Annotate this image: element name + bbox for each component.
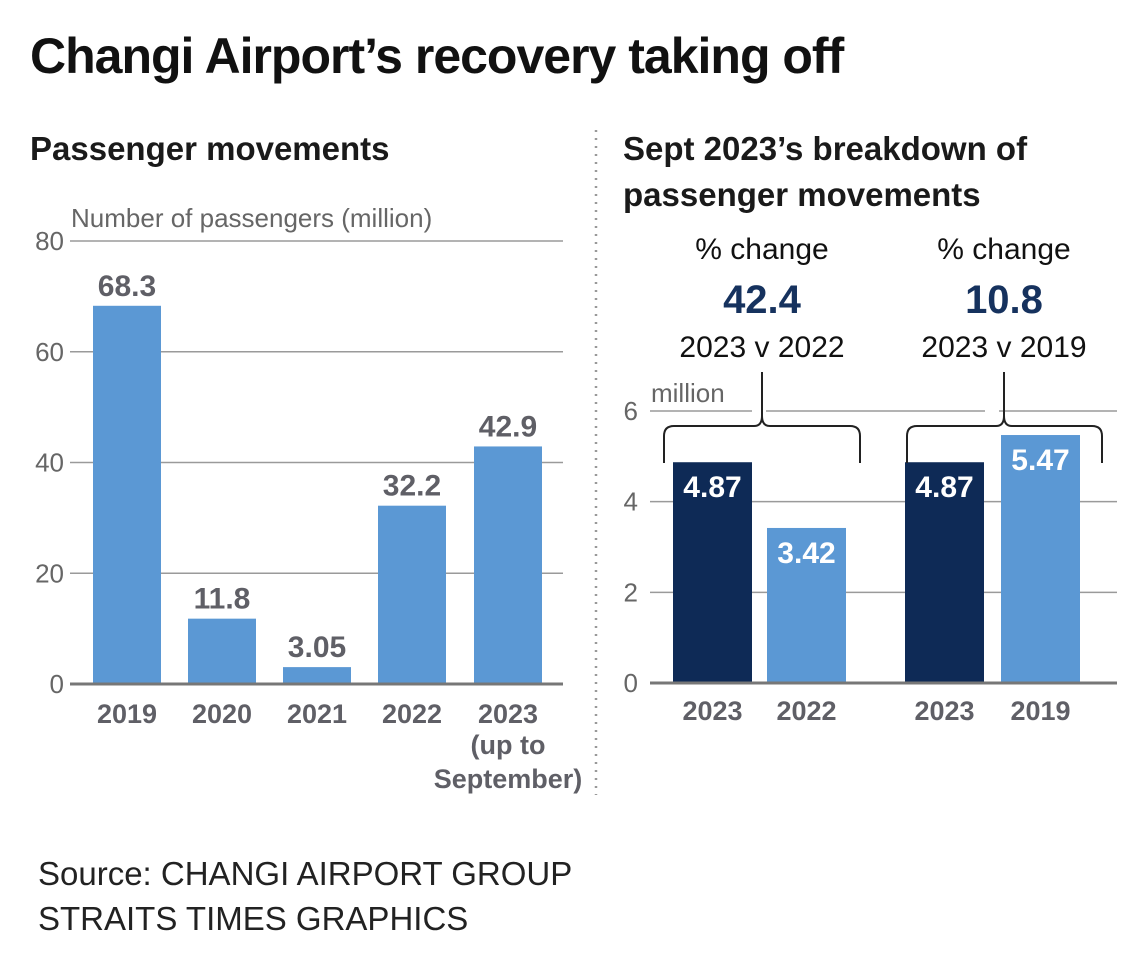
y-tick-label: 80 <box>35 226 64 256</box>
y-tick-label: 6 <box>624 396 638 426</box>
y-tick-label: 20 <box>35 558 64 588</box>
data-label-2020: 11.8 <box>194 583 251 616</box>
x-tick-label-2022: 2022 <box>776 696 836 726</box>
right-chart-title-line1: Sept 2023’s breakdown of <box>623 130 1028 167</box>
comparison-2-caption: 2023 v 2019 <box>921 331 1086 364</box>
right-chart-title-line2: passenger movements <box>623 176 981 213</box>
source-line-1: Source: CHANGI AIRPORT GROUP <box>38 855 572 892</box>
main-title: Changi Airport’s recovery taking off <box>30 28 845 84</box>
bar-2020 <box>188 618 256 683</box>
comparison-brace-2 <box>906 372 1103 463</box>
bar-2019 <box>93 305 161 683</box>
data-label-2023: 42.9 <box>479 410 537 443</box>
data-label-2022: 32.2 <box>383 470 441 503</box>
data-label: 5.47 <box>1011 444 1069 477</box>
x-note-line2: September) <box>434 764 583 794</box>
comparison-brace-1 <box>663 372 861 463</box>
y-tick-label: 0 <box>624 668 638 698</box>
left-chart-title: Passenger movements <box>30 130 390 167</box>
comparison-2-value: 10.8 <box>965 278 1043 322</box>
x-tick-label-2020: 2020 <box>192 699 252 729</box>
x-tick-label-2019: 2019 <box>1010 696 1070 726</box>
x-tick-label-2022: 2022 <box>382 699 442 729</box>
bar-2021 <box>283 667 351 683</box>
data-label: 4.87 <box>683 471 741 504</box>
comparison-2-label: % change <box>937 233 1070 266</box>
comparison-1-caption: 2023 v 2022 <box>679 331 844 364</box>
bar-2023-2 <box>905 462 984 682</box>
passenger-movements-chart: Passenger movements Number of passengers… <box>30 130 582 794</box>
bar-2023-0 <box>673 462 752 682</box>
bar-2019-3 <box>1001 435 1080 682</box>
x-tick-label-2021: 2021 <box>287 699 347 729</box>
x-tick-label-2023: 2023 <box>478 699 538 729</box>
right-y-axis-label: million <box>651 378 725 408</box>
x-tick-label-2019: 2019 <box>97 699 157 729</box>
y-tick-label: 40 <box>35 448 64 478</box>
bar-2022 <box>378 505 446 683</box>
y-tick-label: 4 <box>624 487 638 517</box>
comparison-1-label: % change <box>695 233 828 266</box>
data-label: 3.42 <box>777 537 835 570</box>
comparison-1-value: 42.4 <box>723 278 802 322</box>
x-tick-label-2023: 2023 <box>682 696 742 726</box>
data-label-2021: 3.05 <box>288 631 346 664</box>
y-tick-label: 0 <box>50 669 64 699</box>
sept-breakdown-chart: Sept 2023’s breakdown of passenger movem… <box>623 130 1117 726</box>
y-tick-label: 2 <box>624 577 638 607</box>
bar-2023 <box>474 446 542 683</box>
data-label-2019: 68.3 <box>98 270 156 303</box>
left-y-axis-label: Number of passengers (million) <box>71 203 432 233</box>
data-label: 4.87 <box>915 471 973 504</box>
x-tick-label-2023: 2023 <box>914 696 974 726</box>
x-note-line1: (up to <box>471 730 546 760</box>
y-tick-label: 60 <box>35 337 64 367</box>
bar-2022-1 <box>767 527 846 682</box>
source-line-2: STRAITS TIMES GRAPHICS <box>38 900 468 937</box>
